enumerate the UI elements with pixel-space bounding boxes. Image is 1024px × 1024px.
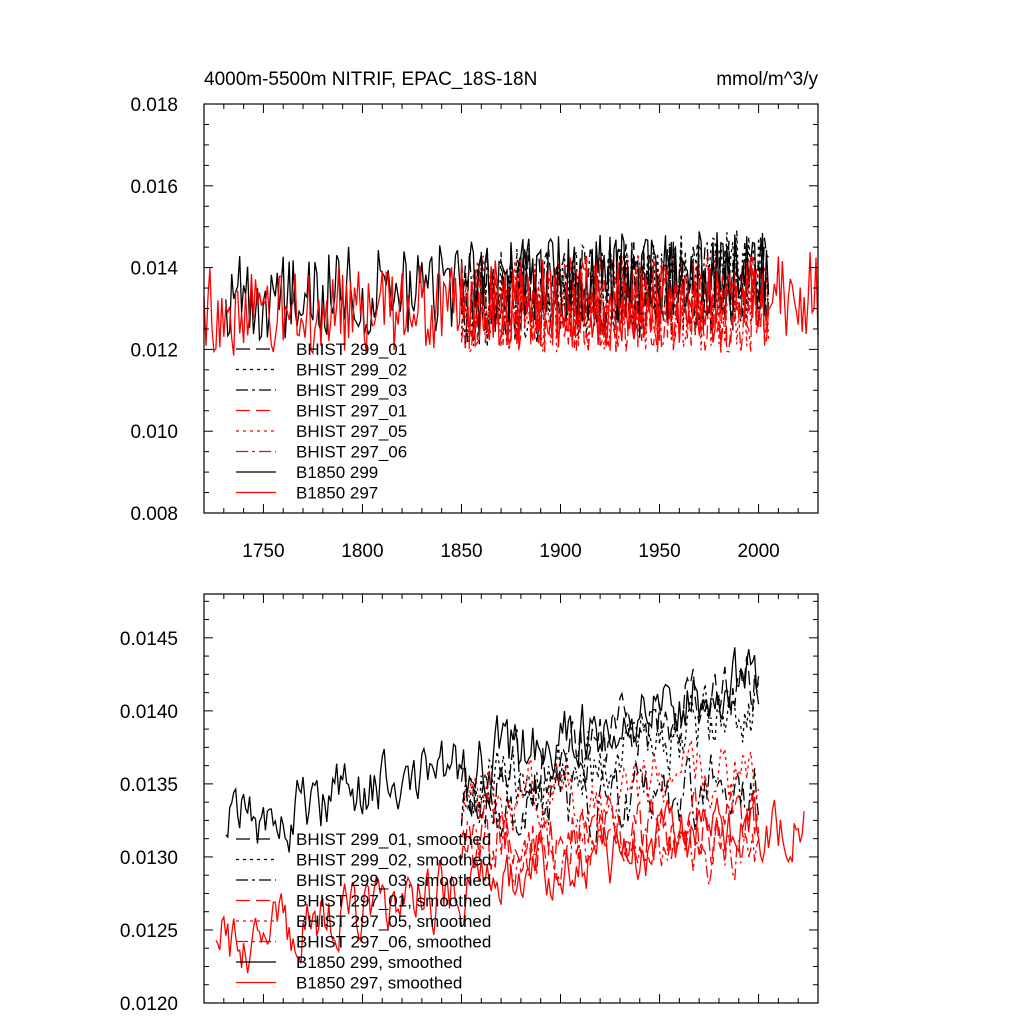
- top-panel-tick-labels: 0.008 0.010 0.012 0.014 0.016 0.018 1750 1800 18…: [130, 95, 779, 562]
- bottom-panel-ticks: [203, 594, 819, 1004]
- y-tick-label: 0.016: [130, 177, 178, 198]
- series-line-5: [460, 255, 770, 355]
- legend-label: BHIST 299_01: [296, 340, 407, 359]
- legend-label: BHIST 297_06, smoothed: [296, 933, 491, 952]
- legend-label: B1850 297, smoothed: [296, 974, 462, 993]
- y-tick-label: 0.008: [130, 504, 178, 525]
- y-tick-label: 0.014: [130, 259, 178, 280]
- top-panel: 0.008 0.010 0.012 0.014 0.016 0.018 1750 1800 18…: [130, 95, 819, 562]
- y-tick-label: 0.010: [130, 422, 178, 443]
- legend-label: BHIST 299_02: [296, 361, 407, 380]
- legend-label: B1850 297: [296, 484, 378, 503]
- legend-label: BHIST 297_01, smoothed: [296, 892, 491, 911]
- bottom-panel-tick-labels: 0.0120 0.0125 0.0130 0.0135 0.0140 0.0145: [120, 629, 178, 1015]
- x-tick-label: 1800: [341, 541, 383, 562]
- legend-label: BHIST 297_05, smoothed: [296, 912, 491, 931]
- y-tick-label: 0.0120: [120, 994, 178, 1015]
- y-tick-label: 0.0145: [120, 629, 178, 650]
- top-panel-ticks: [203, 103, 819, 514]
- chart-title: 4000m-5500m NITRIF, EPAC_18S-18N: [204, 69, 537, 90]
- chart-units: mmol/m^3/y: [716, 69, 818, 90]
- legend-label: BHIST 299_03: [296, 381, 407, 400]
- y-tick-label: 0.012: [130, 340, 178, 361]
- series-line-3: [460, 786, 760, 874]
- y-tick-label: 0.018: [130, 95, 178, 116]
- x-tick-label: 1900: [539, 541, 581, 562]
- bottom-panel-legend: BHIST 299_01, smoothed BHIST 299_02, smoo…: [236, 830, 491, 993]
- series-line-7: [215, 796, 805, 974]
- bottom-panel-series: [215, 647, 805, 974]
- x-tick-label: 1750: [242, 541, 284, 562]
- legend-label: BHIST 299_01, smoothed: [296, 830, 491, 849]
- y-tick-label: 0.0130: [120, 848, 178, 869]
- legend-label: B1850 299: [296, 463, 378, 482]
- bottom-panel-frame: [203, 593, 819, 1004]
- x-tick-label: 1850: [440, 541, 482, 562]
- x-tick-label: 1950: [638, 541, 680, 562]
- series-line-6: [225, 647, 760, 853]
- y-tick-label: 0.0135: [120, 775, 178, 796]
- y-tick-label: 0.0140: [120, 702, 178, 723]
- x-tick-label: 2000: [737, 541, 779, 562]
- legend-label: BHIST 297_06: [296, 443, 407, 462]
- bottom-panel: 0.0120 0.0125 0.0130 0.0135 0.0140 0.0145 BHI…: [120, 593, 819, 1015]
- legend-label: B1850 299, smoothed: [296, 953, 462, 972]
- top-panel-series: [203, 229, 819, 356]
- legend-label: BHIST 299_03, smoothed: [296, 871, 491, 890]
- legend-label: BHIST 297_05: [296, 422, 407, 441]
- series-line-6: [225, 231, 770, 342]
- series-line-7: [203, 252, 819, 356]
- legend-label: BHIST 297_01: [296, 402, 407, 421]
- legend-label: BHIST 299_02, smoothed: [296, 851, 491, 870]
- y-tick-label: 0.0125: [120, 921, 178, 942]
